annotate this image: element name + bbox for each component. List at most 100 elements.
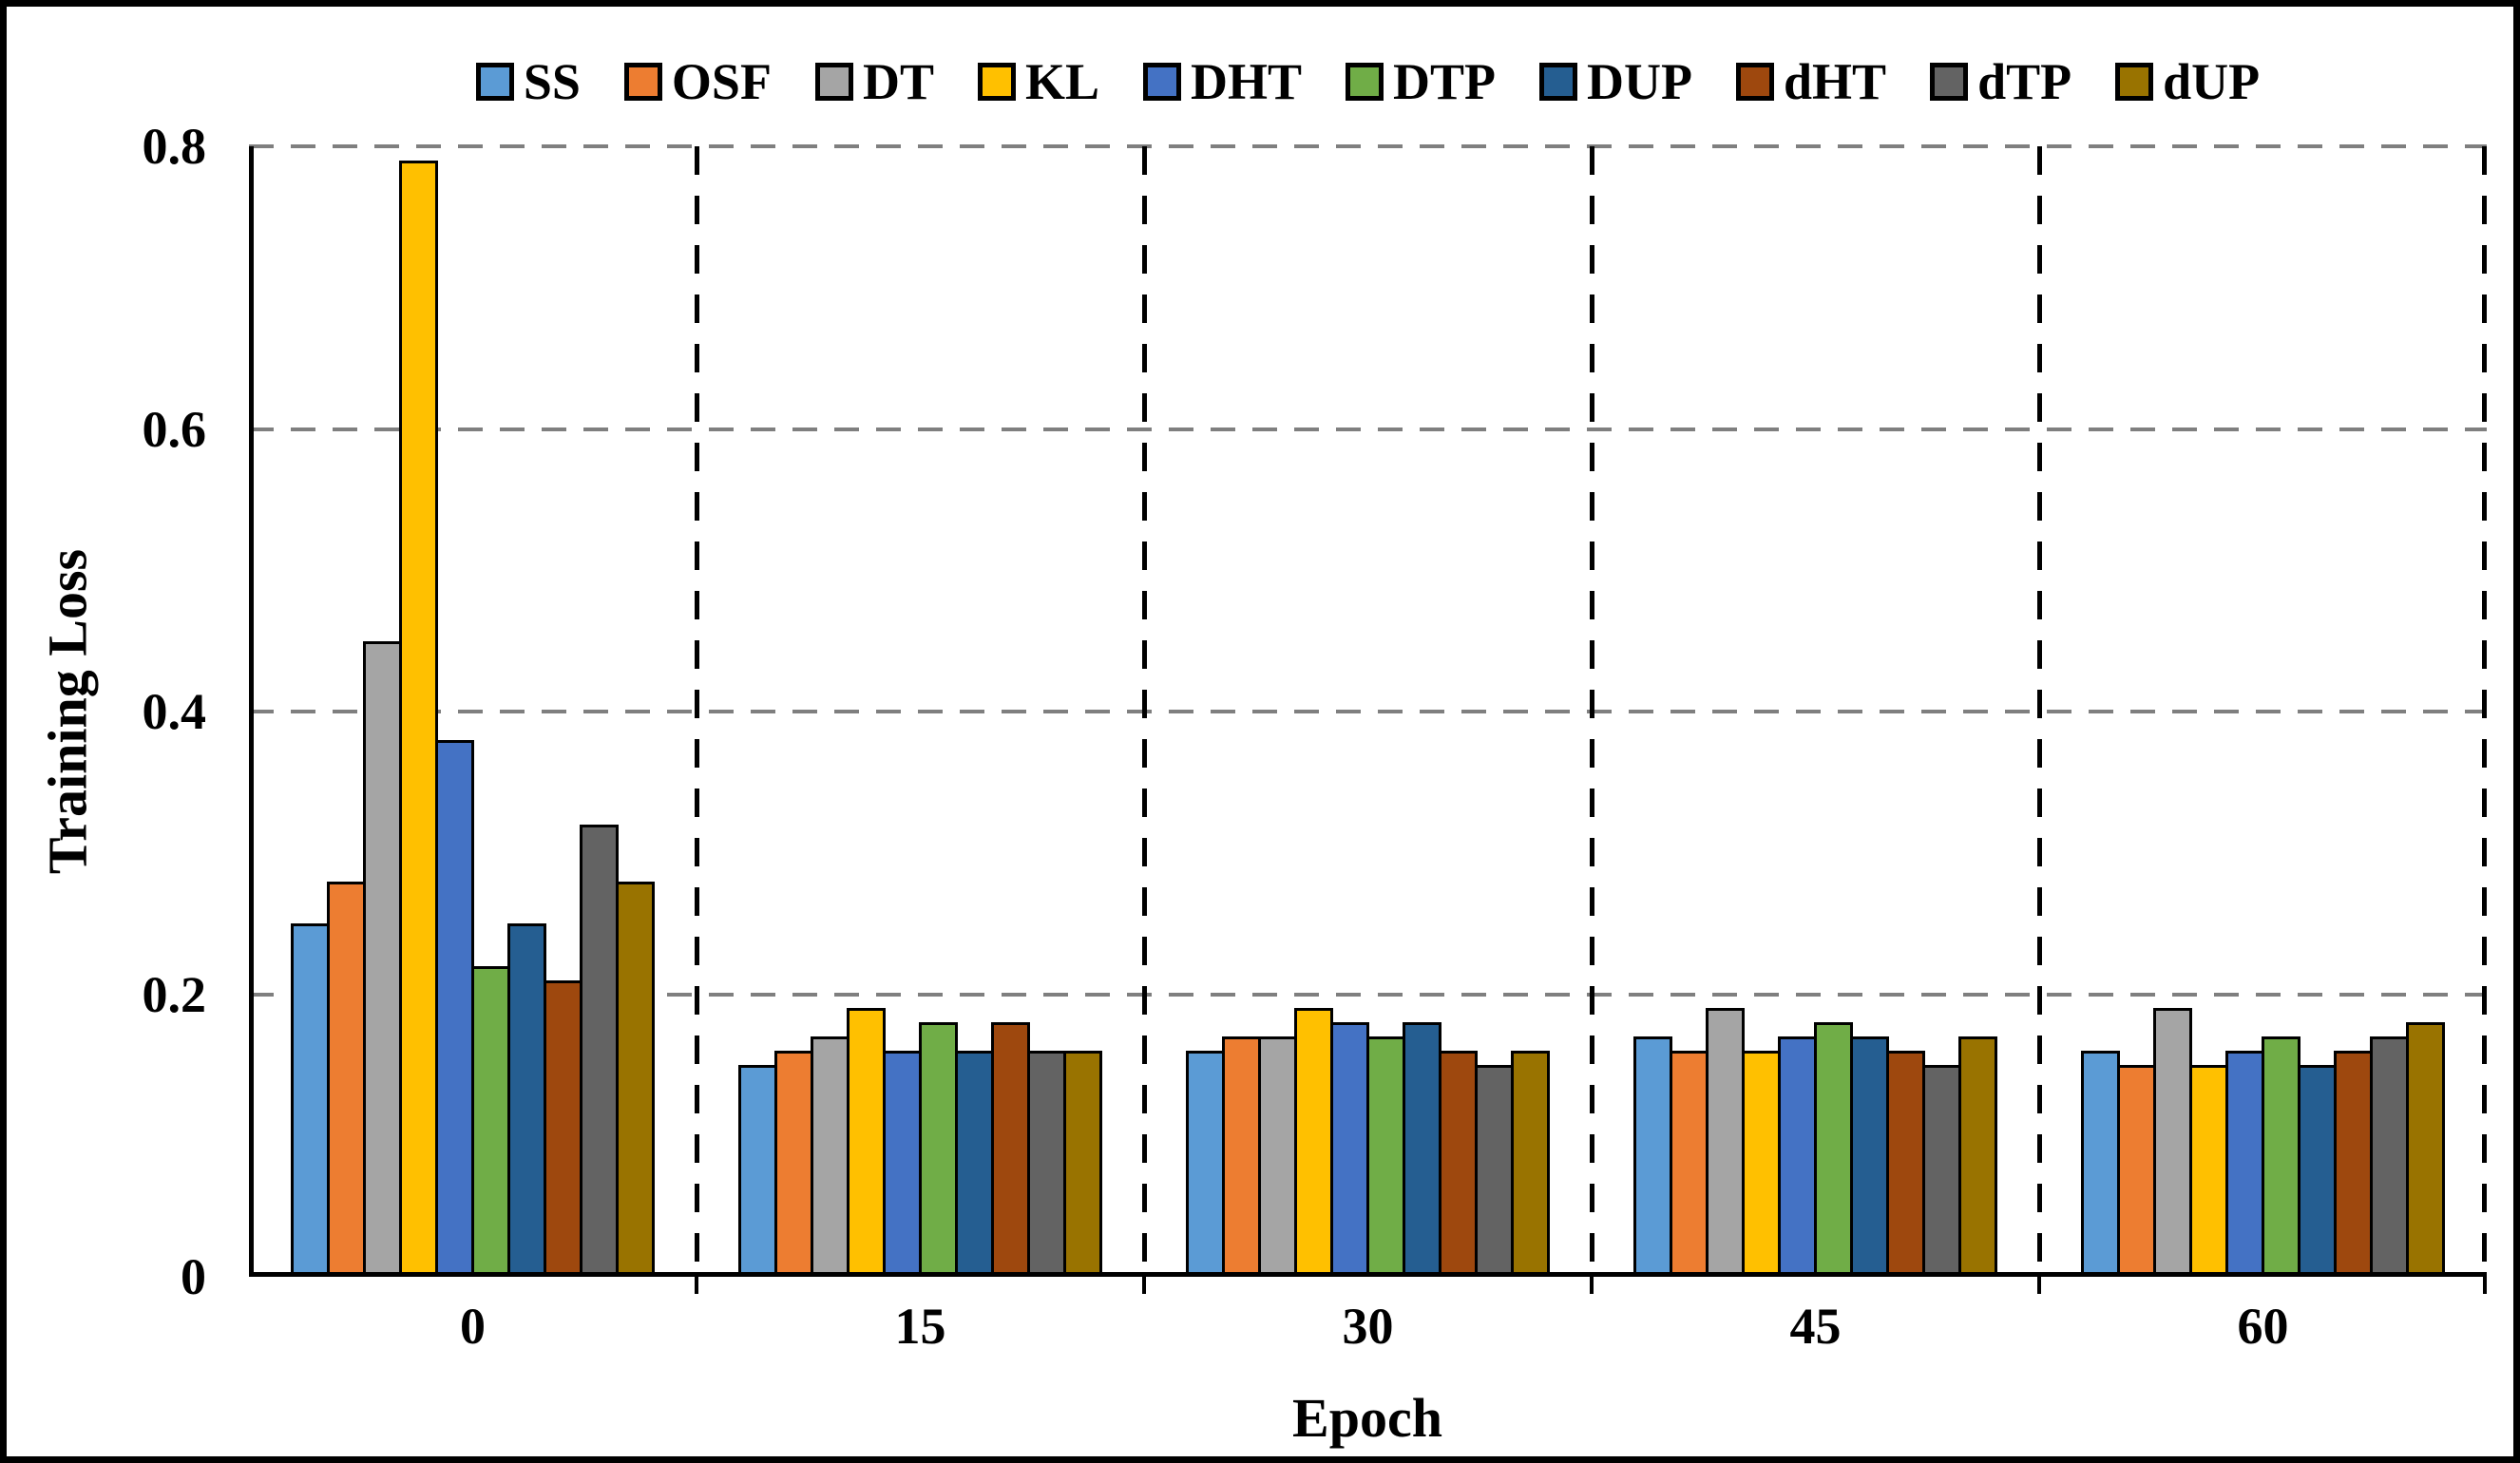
bar-group-epoch-0: [249, 146, 697, 1277]
legend-swatch-icon: [1143, 63, 1181, 101]
legend-label: dHT: [1784, 53, 1887, 110]
bar-DTP-epoch-30: [1366, 1036, 1405, 1277]
legend-swatch-icon: [1736, 63, 1775, 101]
bar-group-epoch-15: [697, 146, 1144, 1277]
plot-area: [249, 144, 2487, 1294]
legend-item-dUP: dUP: [2115, 56, 2260, 107]
y-tick-label-0.4: 0.4: [142, 683, 207, 740]
legend-label: SS: [523, 53, 581, 110]
legend-item-dTP: dTP: [1930, 56, 2071, 107]
gridline-0.4: [249, 710, 2487, 713]
bar-DTP-epoch-0: [471, 965, 510, 1277]
bar-DHT-epoch-60: [2225, 1051, 2264, 1277]
bar-OSF-epoch-60: [2117, 1064, 2156, 1277]
bar-DT-epoch-60: [2153, 1008, 2192, 1277]
bar-dTP-epoch-45: [1922, 1064, 1961, 1277]
bar-dHT-epoch-45: [1886, 1051, 1925, 1277]
bar-DUP-epoch-0: [507, 923, 546, 1277]
bar-DHT-epoch-0: [435, 739, 474, 1277]
legend-item-OSF: OSF: [623, 53, 772, 110]
legend-label: DT: [862, 53, 934, 110]
gridline-0.6: [249, 427, 2487, 431]
bar-KL-epoch-60: [2189, 1064, 2228, 1277]
x-axis-tick: [2483, 1277, 2487, 1294]
category-separator: [1590, 146, 1594, 1277]
bar-dHT-epoch-60: [2334, 1051, 2373, 1277]
gridline-0.8: [249, 144, 2487, 148]
bar-group-epoch-45: [1592, 146, 2039, 1277]
legend-item-SS: SS: [475, 53, 581, 110]
bar-KL-epoch-45: [1742, 1051, 1781, 1277]
bar-KL-epoch-0: [399, 160, 438, 1277]
bar-KL-epoch-15: [847, 1008, 886, 1277]
y-tick-label-0.6: 0.6: [142, 400, 207, 458]
x-tick-label-30: 30: [1342, 1298, 1394, 1355]
x-tick-label-0: 0: [460, 1298, 486, 1355]
bar-dUP-epoch-45: [1958, 1036, 1997, 1277]
bar-DT-epoch-45: [1706, 1008, 1745, 1277]
legend-swatch-icon: [977, 63, 1016, 101]
y-tick-label-0: 0: [181, 1248, 206, 1305]
legend-label: dTP: [1977, 53, 2072, 110]
bar-SS-epoch-30: [1186, 1051, 1225, 1277]
bar-DHT-epoch-30: [1330, 1022, 1369, 1277]
legend-item-DUP: DUP: [1539, 56, 1692, 107]
legend-item-DTP: DTP: [1346, 56, 1496, 107]
category-separator: [2037, 146, 2042, 1277]
category-separator: [695, 146, 699, 1277]
bar-DT-epoch-30: [1258, 1036, 1297, 1277]
bar-dHT-epoch-0: [544, 979, 582, 1277]
gridline-0.2: [249, 992, 2487, 997]
bar-DUP-epoch-15: [955, 1051, 994, 1277]
bar-dHT-epoch-15: [991, 1022, 1030, 1277]
bar-DT-epoch-15: [811, 1036, 850, 1277]
bar-dUP-epoch-60: [2406, 1022, 2445, 1277]
legend-label: DTP: [1393, 53, 1497, 110]
x-tick-label-15: 15: [894, 1298, 946, 1355]
y-axis-line: [249, 146, 254, 1277]
legend-swatch-icon: [1930, 63, 1969, 101]
bar-OSF-epoch-30: [1222, 1036, 1261, 1277]
legend-swatch-icon: [814, 63, 853, 101]
x-tick-label-60: 60: [2237, 1298, 2289, 1355]
x-axis-tick: [1142, 1277, 1146, 1294]
x-tick-labels: 0 15 30 45 60: [249, 1301, 2487, 1358]
x-axis-tick: [1590, 1277, 1594, 1294]
bar-DHT-epoch-45: [1778, 1036, 1817, 1277]
bar-DHT-epoch-15: [883, 1051, 922, 1277]
bar-dUP-epoch-15: [1063, 1051, 1102, 1277]
x-axis-title: Epoch: [1292, 1387, 1442, 1449]
bar-dTP-epoch-60: [2370, 1036, 2409, 1277]
bar-KL-epoch-30: [1294, 1008, 1333, 1277]
legend-swatch-icon: [2115, 63, 2154, 101]
x-tick-label-45: 45: [1789, 1298, 1842, 1355]
bar-dHT-epoch-30: [1439, 1051, 1478, 1277]
bar-dUP-epoch-0: [616, 881, 655, 1277]
y-tick-labels: 0 0.2 0.4 0.6 0.8: [7, 121, 207, 1302]
legend-item-dHT: dHT: [1736, 56, 1886, 107]
category-separator: [2482, 146, 2487, 1277]
legend-label: OSF: [671, 53, 772, 110]
x-axis-line: [249, 1272, 2487, 1277]
bar-OSF-epoch-45: [1670, 1051, 1709, 1277]
legend-item-DHT: DHT: [1143, 56, 1302, 107]
legend-label: DHT: [1191, 53, 1303, 110]
legend: SS OSF DT KL DHT DTP DUP dHT dTP dUP: [249, 56, 2487, 107]
legend-swatch-icon: [1539, 63, 1578, 101]
bar-dTP-epoch-0: [580, 825, 619, 1277]
legend-swatch-icon: [1346, 63, 1384, 101]
bar-DTP-epoch-45: [1814, 1022, 1853, 1277]
bar-DTP-epoch-60: [2262, 1036, 2300, 1277]
bar-DUP-epoch-30: [1403, 1022, 1441, 1277]
y-tick-label-0.2: 0.2: [142, 965, 207, 1023]
bar-DUP-epoch-45: [1850, 1036, 1889, 1277]
bar-DUP-epoch-60: [2298, 1064, 2337, 1277]
category-separator: [1142, 146, 1147, 1277]
y-tick-label-0.8: 0.8: [142, 118, 207, 175]
legend-swatch-icon: [623, 63, 662, 101]
bar-DT-epoch-0: [363, 640, 402, 1277]
x-axis-tick: [695, 1277, 698, 1294]
legend-swatch-icon: [475, 63, 514, 101]
bar-SS-epoch-60: [2081, 1051, 2120, 1277]
